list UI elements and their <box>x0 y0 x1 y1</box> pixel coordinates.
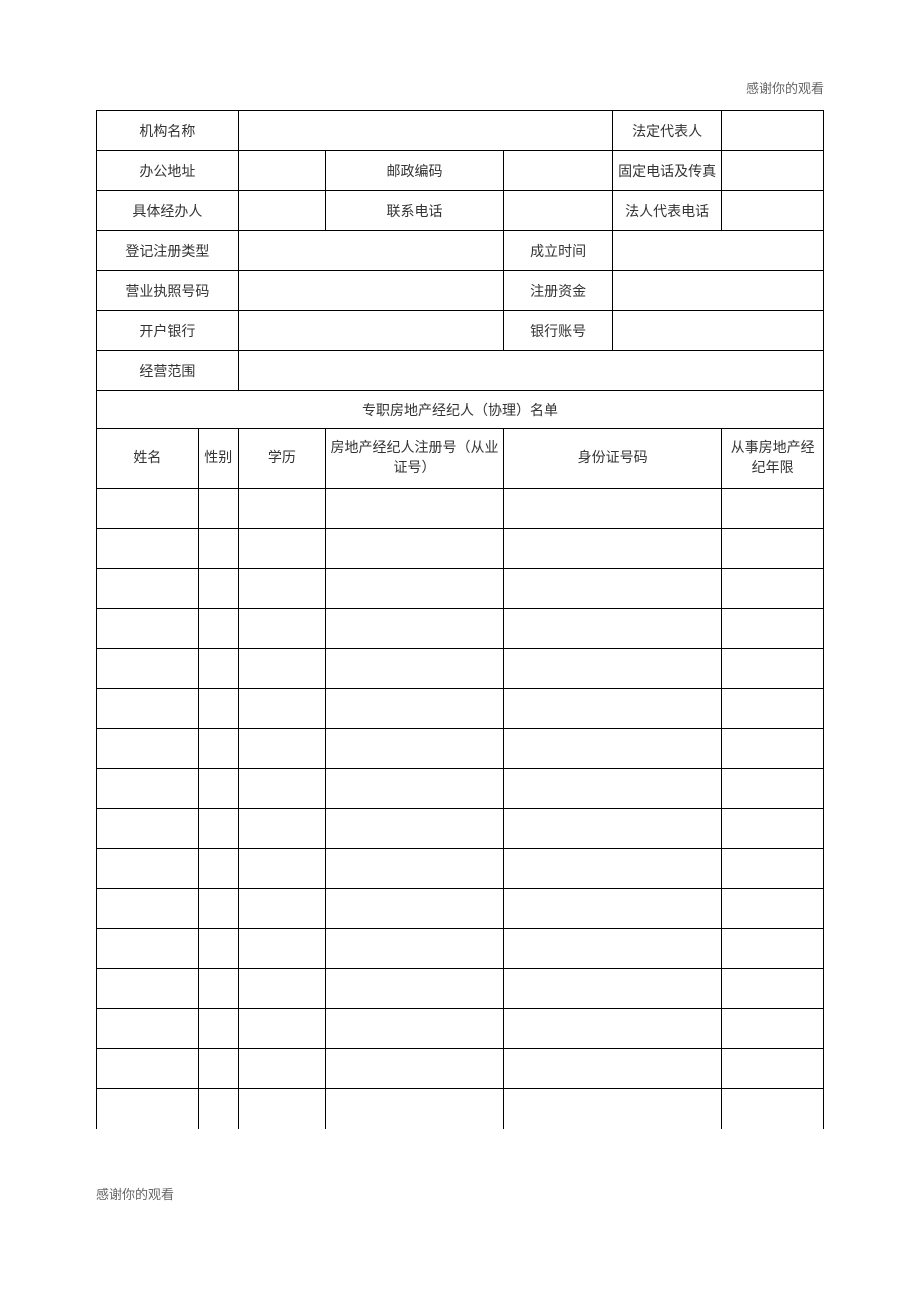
value-established <box>613 231 824 271</box>
column-header-row: 姓名 性别 学历 房地产经纪人注册号（从业证号） 身份证号码 从事房地产经纪年限 <box>97 429 824 489</box>
label-reg-type: 登记注册类型 <box>97 231 239 271</box>
table-row <box>97 529 824 569</box>
label-established: 成立时间 <box>504 231 613 271</box>
col-reg-no: 房地产经纪人注册号（从业证号） <box>325 429 503 489</box>
value-address <box>238 151 325 191</box>
value-license-no <box>238 271 503 311</box>
col-gender: 性别 <box>198 429 238 489</box>
value-contact-phone <box>504 191 613 231</box>
col-id-no: 身份证号码 <box>504 429 722 489</box>
table-row <box>97 969 824 1009</box>
table-row <box>97 1049 824 1089</box>
info-row-handler: 具体经办人 联系电话 法人代表电话 <box>97 191 824 231</box>
label-org-name: 机构名称 <box>97 111 239 151</box>
value-scope <box>238 351 823 391</box>
info-row-license: 营业执照号码 注册资金 <box>97 271 824 311</box>
value-legal-rep <box>722 111 824 151</box>
value-capital <box>613 271 824 311</box>
table-row <box>97 569 824 609</box>
label-legal-rep: 法定代表人 <box>613 111 722 151</box>
label-legal-phone: 法人代表电话 <box>613 191 722 231</box>
table-row <box>97 729 824 769</box>
value-handler <box>238 191 325 231</box>
table-row <box>97 849 824 889</box>
label-account: 银行账号 <box>504 311 613 351</box>
table-row <box>97 689 824 729</box>
label-capital: 注册资金 <box>504 271 613 311</box>
info-row-bank: 开户银行 银行账号 <box>97 311 824 351</box>
section-title: 专职房地产经纪人（协理）名单 <box>97 391 824 429</box>
value-reg-type <box>238 231 503 271</box>
table-row <box>97 769 824 809</box>
info-row-org-name: 机构名称 法定代表人 <box>97 111 824 151</box>
value-phone-fax <box>722 151 824 191</box>
col-name: 姓名 <box>97 429 199 489</box>
label-license-no: 营业执照号码 <box>97 271 239 311</box>
section-header-row: 专职房地产经纪人（协理）名单 <box>97 391 824 429</box>
info-row-address: 办公地址 邮政编码 固定电话及传真 <box>97 151 824 191</box>
label-contact-phone: 联系电话 <box>325 191 503 231</box>
table-row <box>97 929 824 969</box>
info-row-reg-type: 登记注册类型 成立时间 <box>97 231 824 271</box>
table-row <box>97 1009 824 1049</box>
value-bank <box>238 311 503 351</box>
table-row <box>97 649 824 689</box>
label-handler: 具体经办人 <box>97 191 239 231</box>
table-row <box>97 609 824 649</box>
value-org-name <box>238 111 612 151</box>
registration-form-table: 机构名称 法定代表人 办公地址 邮政编码 固定电话及传真 具体经办人 联系电话 … <box>96 110 824 1129</box>
header-note: 感谢你的观看 <box>746 78 824 97</box>
footer-note: 感谢你的观看 <box>96 1184 174 1203</box>
label-postcode: 邮政编码 <box>325 151 503 191</box>
value-postcode <box>504 151 613 191</box>
label-address: 办公地址 <box>97 151 239 191</box>
value-account <box>613 311 824 351</box>
label-bank: 开户银行 <box>97 311 239 351</box>
table-row <box>97 489 824 529</box>
info-row-scope: 经营范围 <box>97 351 824 391</box>
table-row <box>97 889 824 929</box>
table-row <box>97 809 824 849</box>
col-years: 从事房地产经纪年限 <box>722 429 824 489</box>
label-scope: 经营范围 <box>97 351 239 391</box>
label-phone-fax: 固定电话及传真 <box>613 151 722 191</box>
table-row <box>97 1089 824 1129</box>
col-education: 学历 <box>238 429 325 489</box>
value-legal-phone <box>722 191 824 231</box>
